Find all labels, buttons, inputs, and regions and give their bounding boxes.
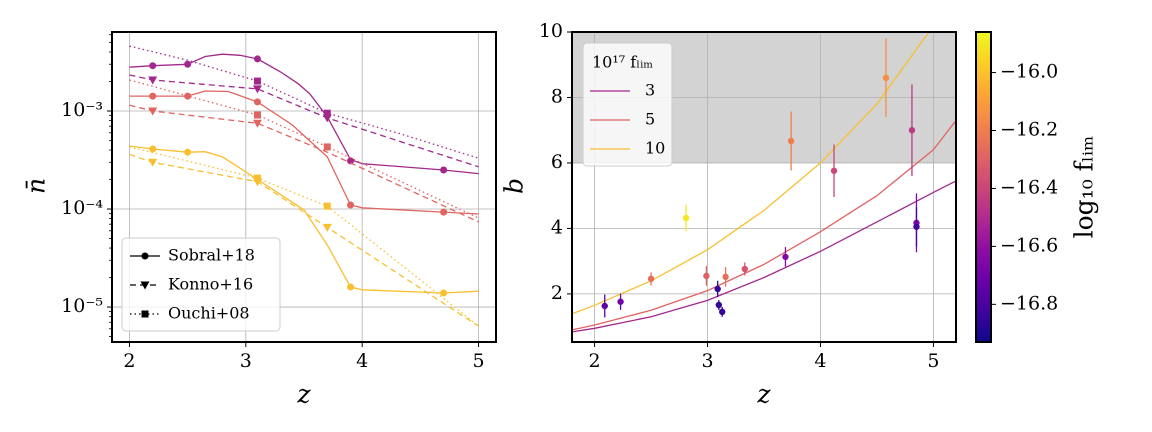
marker: [323, 143, 331, 151]
marker: [184, 60, 192, 68]
legend: 10¹⁷ fₗᵢₘ 3 5 10: [582, 42, 673, 167]
legend-label: 10: [645, 139, 665, 158]
marker: [253, 77, 261, 85]
point: [741, 265, 748, 273]
point: [722, 273, 729, 281]
marker: [440, 166, 448, 174]
x-tick-label: 5: [472, 350, 484, 372]
y-tick-label: 8: [551, 85, 563, 107]
marker: [440, 208, 448, 216]
marker: [141, 252, 149, 260]
point: [882, 74, 890, 82]
y-tick-label: 10: [539, 20, 563, 42]
marker: [184, 92, 192, 100]
point: [601, 302, 608, 310]
point: [703, 272, 710, 280]
line: [129, 90, 479, 215]
marker: [323, 109, 331, 117]
colorbar: [975, 31, 992, 343]
marker: [149, 145, 157, 153]
marker: [440, 289, 448, 297]
colorbar-tick-label: −16.8: [1000, 292, 1058, 314]
line: [572, 32, 930, 315]
colorbar-tick-label: −16.0: [1000, 61, 1058, 83]
legend-label: 3: [645, 81, 655, 100]
marker: [347, 201, 355, 209]
axes-frame: [571, 31, 957, 343]
marker: [141, 310, 149, 318]
x-axis-label: z: [756, 380, 771, 409]
legend-label: Ouchi+08: [168, 304, 250, 323]
marker: [184, 148, 192, 156]
point: [913, 223, 920, 230]
point: [787, 137, 795, 145]
point: [719, 308, 726, 316]
legend: Sobral+18 Konno+16 Ouchi+08: [121, 237, 281, 332]
line: [129, 145, 479, 294]
marker: [323, 202, 331, 210]
marker: [252, 85, 262, 94]
point: [714, 285, 721, 293]
y-tick-label: 10⁻⁴: [61, 197, 103, 219]
x-tick-label: 5: [927, 350, 939, 372]
colorbar-tick-label: −16.6: [1000, 234, 1058, 256]
x-tick-label: 4: [814, 350, 826, 372]
colorbar-label: log₁₀ fₗᵢₘ: [1070, 136, 1099, 239]
marker: [253, 174, 261, 182]
axes-frame: [111, 31, 497, 343]
marker: [149, 92, 157, 100]
marker: [252, 119, 262, 128]
y-tick-label: 10⁻⁵: [61, 295, 103, 317]
line: [129, 45, 479, 159]
x-tick-label: 3: [240, 350, 252, 372]
plot-area: [112, 32, 496, 342]
line: [129, 74, 479, 168]
point: [617, 298, 624, 305]
line: [129, 104, 479, 223]
line: [572, 180, 956, 333]
legend-box: [121, 237, 281, 332]
y-tick-label: 6: [551, 151, 563, 173]
marker: [148, 76, 158, 85]
point: [682, 214, 690, 222]
point: [647, 275, 655, 283]
colorbar-tick-label: −16.2: [1000, 119, 1058, 141]
legend-label: Sobral+18: [168, 246, 255, 265]
x-tick-label: 2: [589, 350, 601, 372]
marker: [149, 62, 157, 70]
line: [129, 79, 479, 219]
y-axis-label: b: [500, 178, 529, 194]
y-tick-label: 2: [551, 282, 563, 304]
marker: [140, 281, 150, 290]
marker: [253, 55, 261, 63]
legend-label: 5: [645, 110, 655, 129]
x-tick-label: 3: [701, 350, 713, 372]
y-tick-label: 4: [551, 216, 563, 238]
y-axis-label: n̄: [22, 178, 51, 194]
point: [830, 167, 838, 174]
y-tick-label: 10⁻³: [61, 99, 103, 121]
legend-label: Konno+16: [168, 275, 253, 294]
legend-title: 10¹⁷ fₗᵢₘ: [592, 53, 653, 72]
marker: [253, 111, 261, 119]
marker: [148, 107, 158, 116]
point: [715, 301, 723, 309]
legend-box: [582, 42, 673, 167]
line: [129, 53, 479, 175]
x-tick-label: 2: [123, 350, 135, 372]
marker: [347, 283, 355, 291]
marker: [253, 98, 261, 106]
colorbar-tick-label: −16.4: [1000, 176, 1058, 198]
marker: [347, 157, 355, 165]
point: [908, 127, 916, 134]
marker: [148, 158, 158, 167]
marker: [322, 223, 332, 232]
x-axis-label: z: [296, 380, 311, 409]
point: [782, 253, 789, 261]
line: [572, 120, 956, 331]
x-tick-label: 4: [356, 350, 368, 372]
